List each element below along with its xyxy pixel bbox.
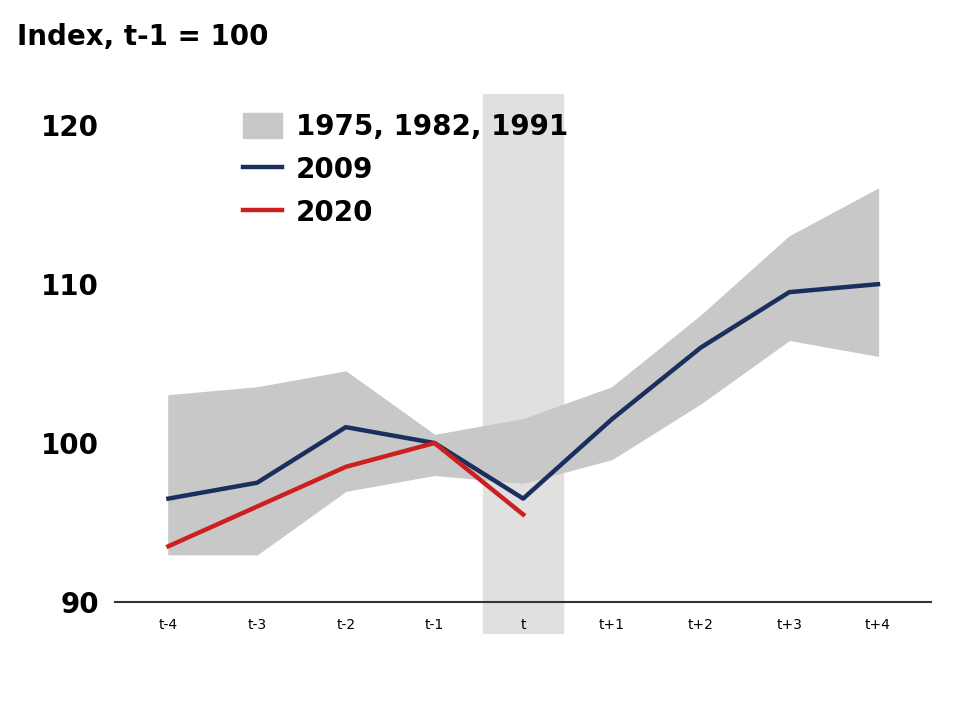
Bar: [483, 94, 564, 634]
Text: Index, t-1 = 100: Index, t-1 = 100: [17, 24, 269, 51]
Legend: 1975, 1982, 1991, 2009, 2020: 1975, 1982, 1991, 2009, 2020: [243, 113, 568, 228]
